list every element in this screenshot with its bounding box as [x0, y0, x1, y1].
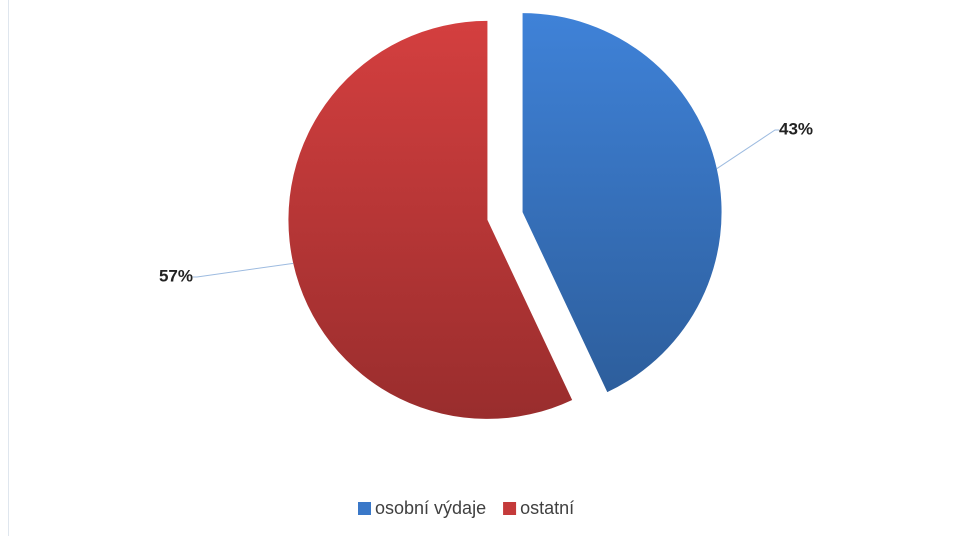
data-label: 43% [779, 119, 813, 138]
legend-label: ostatní [520, 498, 574, 518]
data-label: 57% [159, 266, 193, 285]
legend-swatch [358, 502, 371, 515]
pie-slice [522, 13, 722, 393]
leader-line [193, 262, 294, 278]
legend-swatch [503, 502, 517, 515]
leader-line [716, 129, 779, 170]
pie-slice [288, 20, 573, 419]
legend-label: osobní výdaje [375, 498, 486, 518]
